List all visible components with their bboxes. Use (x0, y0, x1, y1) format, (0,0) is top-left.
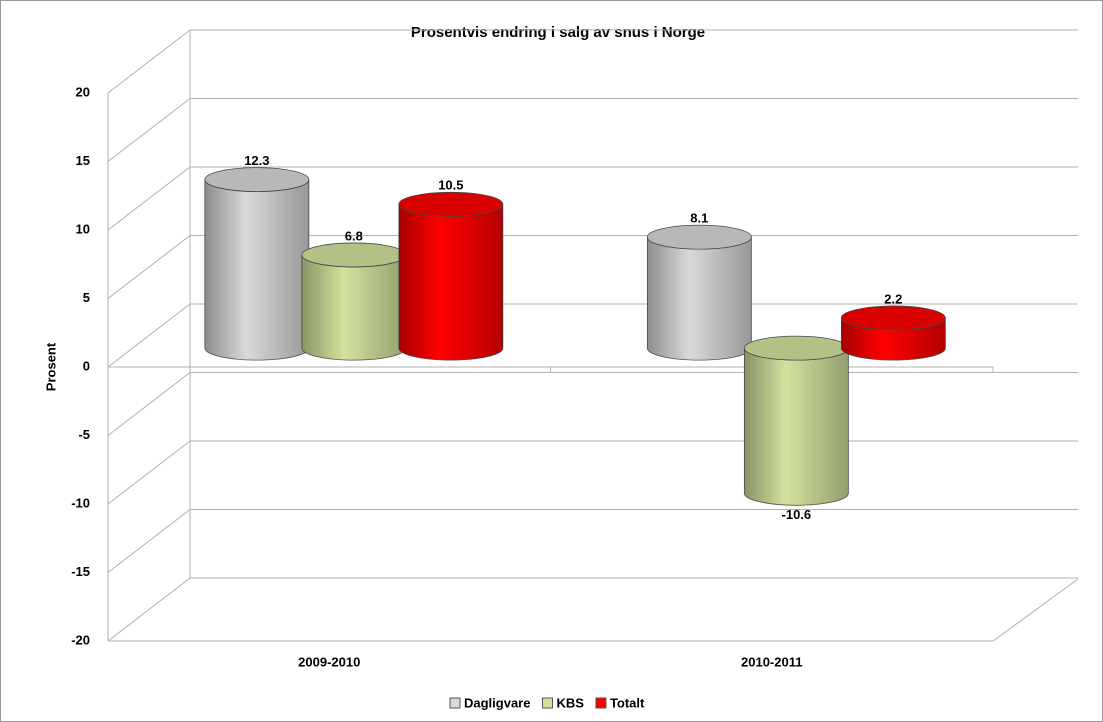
side-grid-line (107, 166, 191, 231)
x-tick-label: 2009-2010 (298, 654, 360, 669)
y-tick-label: -15 (71, 564, 90, 579)
side-grid-line (107, 29, 191, 94)
bar-shade (647, 237, 752, 361)
side-grid-line (107, 577, 191, 642)
side-grid-line (107, 440, 191, 505)
data-label: 6.8 (345, 228, 363, 243)
legend-swatch (449, 697, 461, 709)
data-label: 8.1 (690, 211, 708, 226)
y-tick-label: 15 (76, 153, 90, 168)
side-grid-line (107, 509, 191, 573)
legend-swatch (541, 697, 553, 709)
bar-cap (743, 335, 849, 361)
y-tick-label: 0 (83, 358, 90, 373)
floor-side (992, 578, 1079, 642)
bar-shade (744, 348, 849, 506)
y-tick-label: -20 (71, 632, 90, 647)
legend-label: KBS (556, 695, 584, 710)
x-tick-label: 2010-2011 (741, 654, 802, 669)
y-axis-label: Prosent (43, 342, 58, 391)
chart-title: Prosentvis endring i salg av snus i Norg… (411, 24, 705, 41)
legend-label: Dagligvare (464, 695, 530, 710)
bar-cap (646, 224, 752, 250)
data-label: 12.3 (244, 153, 269, 168)
bar-cap (398, 191, 504, 217)
y-tick-label: 10 (76, 221, 90, 236)
bar-cap (840, 305, 946, 331)
legend-label: Totalt (610, 695, 645, 710)
y-tick-label: 5 (83, 290, 90, 305)
side-grid-line (107, 235, 191, 299)
side-grid-line (107, 98, 191, 162)
y-tick-label: 20 (76, 84, 90, 99)
y-tick-label: -10 (71, 495, 90, 510)
data-label: 2.2 (884, 291, 902, 306)
side-grid-line (107, 303, 191, 368)
bar-shade (204, 179, 309, 361)
data-label: -10.6 (782, 507, 812, 522)
bar-shade (301, 254, 406, 361)
bar-shade (398, 204, 503, 361)
y-tick-label: -5 (78, 427, 90, 442)
data-label: 10.5 (438, 178, 463, 193)
bar-cap (204, 167, 310, 192)
legend-swatch (595, 697, 607, 709)
side-grid-line (107, 372, 191, 436)
bar-cap (301, 242, 407, 268)
